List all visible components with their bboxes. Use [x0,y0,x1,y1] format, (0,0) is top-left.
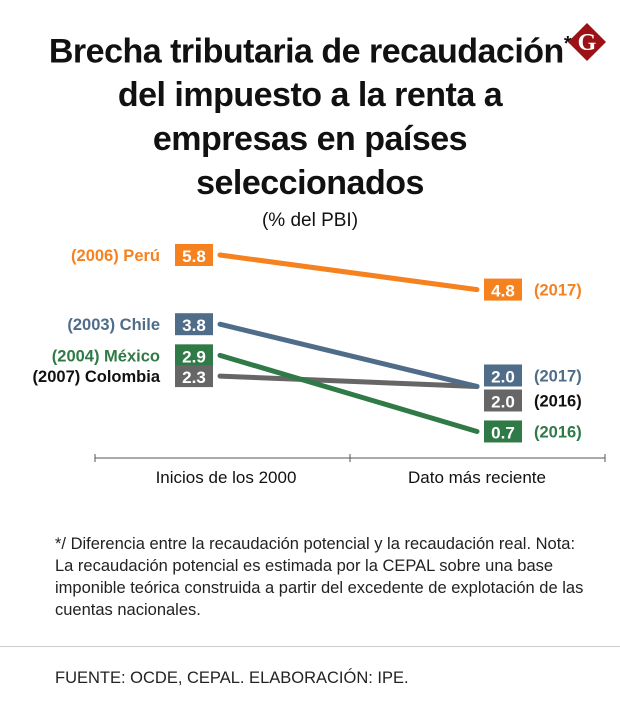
value-label-end-colombia: 2.0 [491,392,515,411]
series-label-perú: (2006) Perú [71,247,160,265]
series-line-colombia [217,373,480,389]
title-rest: del impuesto a la renta a empresas en pa… [117,76,503,203]
logo-icon: G [568,23,606,61]
x-tick-label: Dato más reciente [408,468,546,487]
series-line-méxico [217,352,480,434]
slope-chart: Inicios de los 2000 Dato más reciente 5.8 (… [33,244,606,487]
value-label-end-perú: 4.8 [491,282,515,301]
x-tick-label: Inicios de los 2000 [156,468,297,487]
value-box-end-chile [484,364,522,387]
value-label-end-chile: 2.0 [491,367,515,386]
value-box-start-perú [175,244,213,266]
title-marker: * [563,33,572,55]
year-label-end-chile: (2017) [534,367,582,385]
value-label-end-méxico: 0.7 [491,423,515,442]
chart-title: Brecha tributaria de recaudación* del im… [40,22,580,205]
value-box-end-colombia [484,389,522,412]
value-box-end-méxico [484,420,522,443]
logo-letter: G [578,30,597,56]
value-box-end-perú [484,278,522,301]
series-label-chile: (2003) Chile [67,316,160,334]
series-label-méxico: (2004) México [52,347,160,365]
chart-subtitle: (% del PBI) [261,210,359,231]
value-label-start-chile: 3.8 [182,316,206,335]
series-line-perú [217,252,480,293]
divider [0,646,620,647]
year-label-end-perú: (2017) [534,282,582,300]
value-label-start-colombia: 2.3 [182,368,206,387]
title-main: Brecha tributaria de recaudación [48,32,564,71]
year-label-end-méxico: (2016) [534,423,582,441]
value-label-start-perú: 5.8 [182,247,206,266]
value-box-start-méxico [175,344,213,367]
value-box-start-chile [175,313,213,336]
year-label-end-colombia: (2016) [534,392,582,410]
series-label-colombia: (2007) Colombia [33,368,161,386]
series-line-chile [217,321,480,389]
value-label-start-méxico: 2.9 [182,347,206,366]
source-text: FUENTE: OCDE, CEPAL. ELABORACIÓN: IPE. [55,669,409,687]
value-box-start-colombia [175,365,213,388]
footnote: */ Diferencia entre la recaudación poten… [55,535,584,619]
